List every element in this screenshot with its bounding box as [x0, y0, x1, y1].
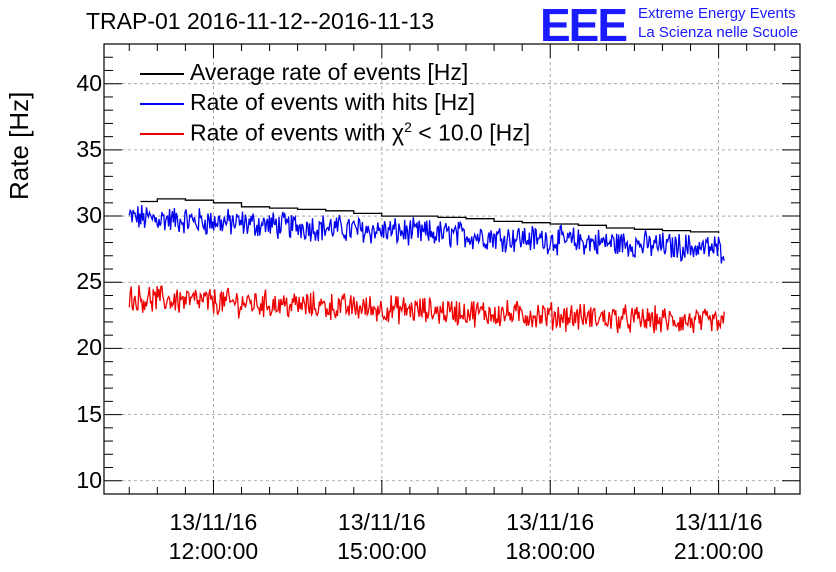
- legend-line-average: [140, 73, 184, 75]
- x-tick-time: 15:00:00: [337, 538, 427, 564]
- eee-logo: EEE: [540, 0, 628, 51]
- x-tick-label: 13/11/16 15:00:00: [322, 508, 442, 566]
- x-tick-time: 12:00:00: [168, 538, 259, 564]
- x-tick-date: 13/11/16: [337, 509, 426, 535]
- logo-caption-line1: Extreme Energy Events: [638, 5, 796, 22]
- x-tick-label: 13/11/16 18:00:00: [490, 508, 610, 566]
- legend-chi2-sup: 2: [404, 119, 412, 135]
- legend-line-hits: [140, 103, 184, 105]
- logo-caption: Extreme Energy Events La Scienza nelle S…: [638, 4, 798, 42]
- y-axis-label: Rate [Hz]: [4, 91, 34, 200]
- x-tick-label: 13/11/16 21:00:00: [659, 508, 779, 566]
- legend-label-hits: Rate of events with hits [Hz]: [190, 89, 476, 115]
- series-line-1: [128, 205, 725, 264]
- y-tick-label: 35: [76, 135, 102, 162]
- x-tick-time: 21:00:00: [673, 538, 764, 564]
- chart-title: TRAP-01 2016-11-12--2016-11-13: [86, 8, 435, 34]
- y-tick-label: 20: [76, 334, 102, 361]
- x-tick-label: 13/11/16 12:00:00: [153, 508, 273, 566]
- series-line-0: [140, 198, 720, 234]
- y-tick-label: 30: [76, 202, 102, 229]
- x-tick-date: 13/11/16: [506, 509, 595, 535]
- x-tick-time: 18:00:00: [505, 538, 595, 564]
- legend-chi2-prefix: Rate of events with: [190, 119, 392, 146]
- series-line-2: [128, 285, 725, 334]
- legend-line-chi2: [140, 133, 184, 135]
- legend-label-average: Average rate of events [Hz]: [190, 59, 469, 85]
- legend-chi2-symbol: χ: [392, 119, 405, 146]
- x-tick-date: 13/11/16: [674, 509, 763, 535]
- y-tick-label: 25: [76, 268, 102, 295]
- legend-chi2-suffix: < 10.0 [Hz]: [411, 119, 531, 146]
- y-tick-label: 40: [76, 69, 102, 96]
- y-tick-label: 10: [76, 466, 102, 493]
- x-tick-date: 13/11/16: [169, 509, 258, 535]
- logo-caption-line2: La Scienza nelle Scuole: [638, 24, 799, 41]
- y-tick-label: 15: [76, 400, 102, 427]
- legend-label-chi2: Rate of events with χ2 < 10.0 [Hz]: [190, 119, 530, 147]
